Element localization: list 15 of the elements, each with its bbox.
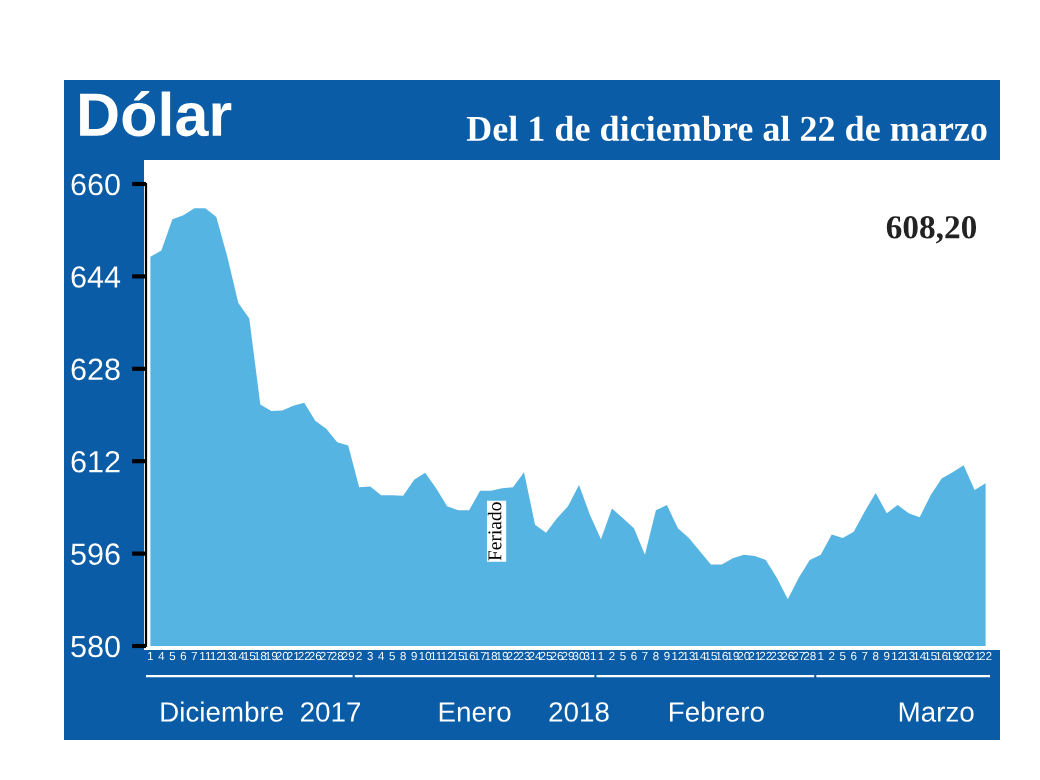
annotation: 608,20	[886, 216, 977, 244]
text: 2018	[549, 702, 609, 722]
y-tick-label: 596	[71, 543, 120, 565]
y-tick-label: 644	[71, 266, 121, 288]
y-tick-label: 612	[71, 450, 120, 473]
chart-subtitle: Del 1 de diciembre al 22 de marzo	[466, 115, 987, 142]
y-tick-label: 660	[71, 173, 120, 196]
text: Febrero	[670, 701, 764, 722]
y-tick-label: 580	[71, 635, 120, 658]
text: Marzo	[899, 702, 974, 722]
text: Enero	[439, 702, 511, 722]
text: Diciembre 2017	[161, 701, 361, 722]
annotation: Feriado	[487, 502, 502, 561]
y-tick-label: 628	[71, 358, 120, 381]
chart-title: Dólar	[80, 90, 232, 137]
